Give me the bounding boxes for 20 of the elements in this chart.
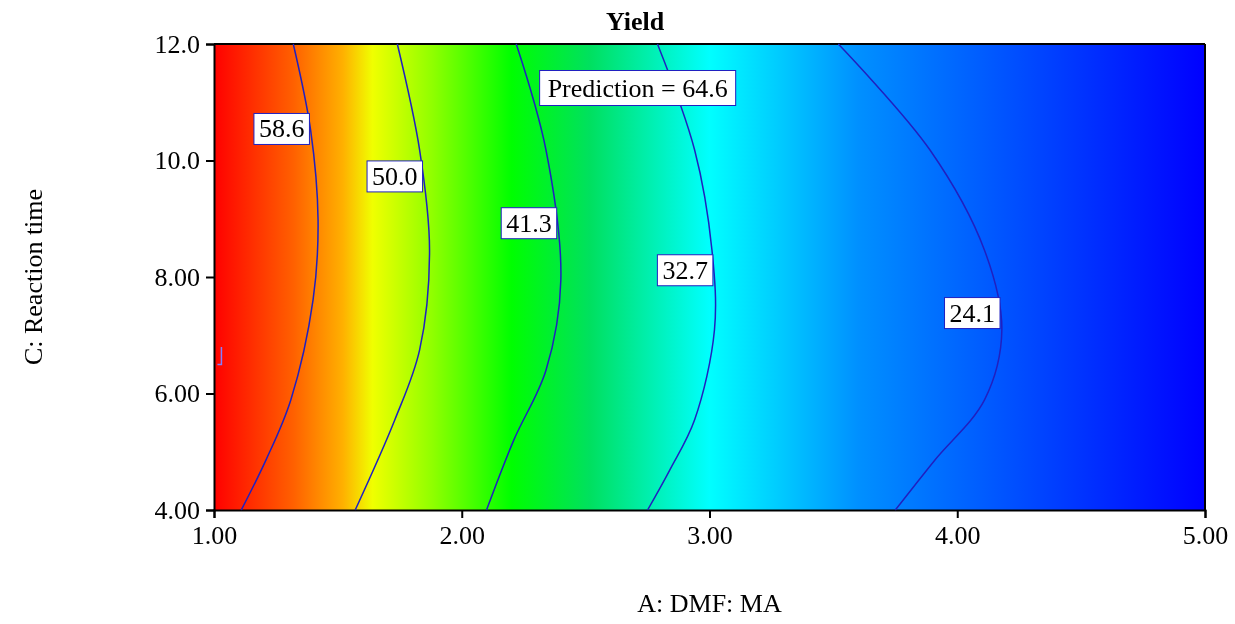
x-axis-title: A: DMF: MA	[637, 589, 782, 618]
line-series	[354, 43, 431, 511]
line-series	[240, 43, 319, 511]
y-tick-label: 6.00	[154, 379, 200, 409]
y-axis-title: C: Reaction time	[19, 188, 48, 366]
line-series	[837, 43, 1003, 511]
series-label: 58.6	[258, 114, 305, 144]
x-tick-label: 4.00	[935, 521, 981, 551]
chart-title: Yield	[606, 7, 665, 36]
x-tick-label: 2.00	[439, 521, 485, 551]
y-tick-label: 10.0	[154, 146, 200, 176]
series-label: 50.0	[372, 161, 418, 191]
annotation: Prediction = 64.6	[547, 73, 728, 103]
x-tick-label: 3.00	[687, 521, 733, 551]
y-tick-label: 12.0	[154, 29, 200, 59]
series-label: 41.3	[506, 208, 552, 238]
x-tick-label: 5.00	[1182, 521, 1229, 551]
series-label: 32.7	[662, 255, 708, 285]
y-tick-label: 8.00	[154, 262, 200, 292]
series-label: 24.1	[949, 298, 996, 328]
